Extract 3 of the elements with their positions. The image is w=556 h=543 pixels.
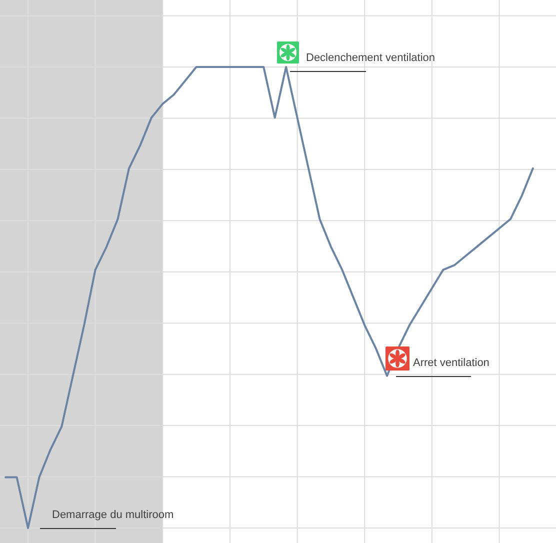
annotation: Demarrage du multiroom bbox=[52, 509, 174, 521]
annotation: Arret ventilation bbox=[413, 357, 490, 369]
text: Declenchement ventilation bbox=[306, 52, 436, 64]
